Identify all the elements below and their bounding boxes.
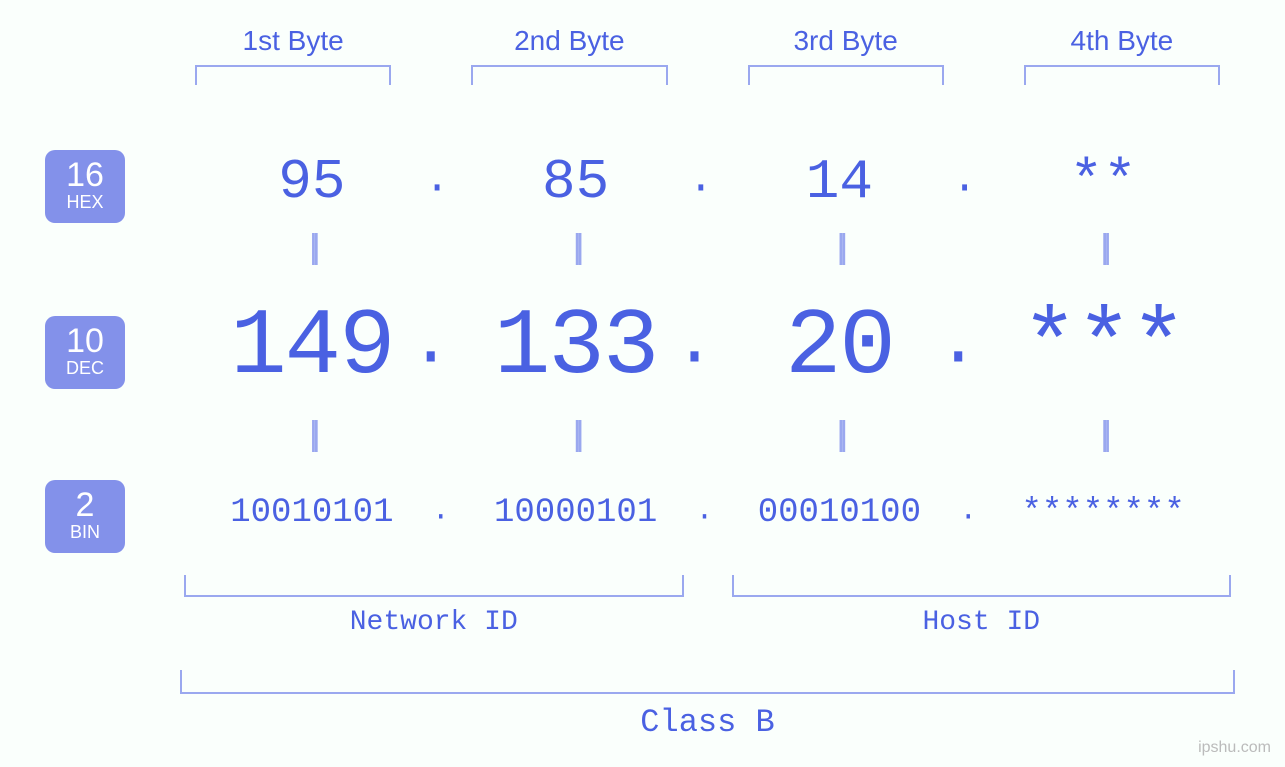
badge-dec-abbr: DEC — [45, 358, 125, 379]
equals-glyph: || — [708, 415, 972, 454]
hex-val-2: 85 — [542, 150, 609, 214]
hex-val-3: 14 — [806, 150, 873, 214]
equals-glyph: || — [708, 228, 972, 267]
equals-glyph: || — [180, 228, 444, 267]
class-bracket — [180, 670, 1235, 694]
equals-glyph: || — [971, 415, 1235, 454]
top-bracket-1 — [195, 65, 391, 85]
dec-val-1: 149 — [230, 295, 393, 401]
equals-glyph: || — [444, 228, 708, 267]
byte-label-4: 4th Byte — [1009, 25, 1235, 57]
equals-row-2: || || || || — [180, 415, 1235, 454]
byte-label-3: 3rd Byte — [733, 25, 959, 57]
bin-byte-1: 10010101. — [180, 494, 444, 532]
byte-label-2: 2nd Byte — [456, 25, 682, 57]
badge-bin-abbr: BIN — [45, 522, 125, 543]
badge-bin: 2 BIN — [45, 480, 125, 553]
badge-hex-radix: 16 — [45, 158, 125, 192]
badge-bin-radix: 2 — [45, 488, 125, 522]
host-id-bracket — [732, 575, 1232, 597]
badge-hex: 16 HEX — [45, 150, 125, 223]
network-id-label: Network ID — [180, 607, 688, 638]
top-bracket-2 — [471, 65, 667, 85]
value-rows: 95. 85. 14. ** || || || || 149. 133. 20.… — [180, 150, 1235, 532]
bin-byte-2: 10000101. — [444, 494, 708, 532]
network-id-section: Network ID — [180, 575, 688, 638]
row-hex: 95. 85. 14. ** — [180, 150, 1235, 214]
dec-byte-1: 149. — [180, 295, 444, 401]
top-bracket-4 — [1024, 65, 1220, 85]
badge-dec-radix: 10 — [45, 324, 125, 358]
top-bracket-3 — [748, 65, 944, 85]
id-sections: Network ID Host ID — [180, 575, 1235, 638]
hex-val-4: ** — [1070, 150, 1137, 214]
byte-header-4: 4th Byte — [1009, 25, 1235, 85]
equals-glyph: || — [444, 415, 708, 454]
byte-header-3: 3rd Byte — [733, 25, 959, 85]
hex-byte-2: 85. — [444, 150, 708, 214]
equals-glyph: || — [180, 415, 444, 454]
dec-val-2: 133 — [494, 295, 657, 401]
host-id-label: Host ID — [728, 607, 1236, 638]
host-id-section: Host ID — [728, 575, 1236, 638]
hex-byte-4: ** — [971, 150, 1235, 214]
bin-val-2: 10000101 — [494, 494, 657, 532]
bin-byte-4: ******** — [971, 494, 1235, 532]
dec-byte-2: 133. — [444, 295, 708, 401]
row-bin: 10010101. 10000101. 00010100. ******** — [180, 494, 1235, 532]
badge-hex-abbr: HEX — [45, 192, 125, 213]
byte-header-2: 2nd Byte — [456, 25, 682, 85]
bin-val-4: ******** — [1022, 494, 1185, 532]
row-dec: 149. 133. 20. *** — [180, 295, 1235, 401]
badge-dec: 10 DEC — [45, 316, 125, 389]
bin-val-1: 10010101 — [230, 494, 393, 532]
dec-val-4: *** — [1022, 295, 1185, 401]
dec-val-3: 20 — [785, 295, 894, 401]
hex-val-1: 95 — [278, 150, 345, 214]
byte-headers: 1st Byte 2nd Byte 3rd Byte 4th Byte — [180, 25, 1235, 85]
dec-byte-3: 20. — [708, 295, 972, 401]
hex-byte-3: 14. — [708, 150, 972, 214]
watermark: ipshu.com — [1198, 739, 1271, 757]
dec-byte-4: *** — [971, 295, 1235, 401]
byte-header-1: 1st Byte — [180, 25, 406, 85]
class-label: Class B — [180, 704, 1235, 741]
equals-glyph: || — [971, 228, 1235, 267]
bin-val-3: 00010100 — [758, 494, 921, 532]
network-id-bracket — [184, 575, 684, 597]
hex-byte-1: 95. — [180, 150, 444, 214]
class-section: Class B — [180, 670, 1235, 741]
byte-label-1: 1st Byte — [180, 25, 406, 57]
bin-byte-3: 00010100. — [708, 494, 972, 532]
equals-row-1: || || || || — [180, 228, 1235, 267]
